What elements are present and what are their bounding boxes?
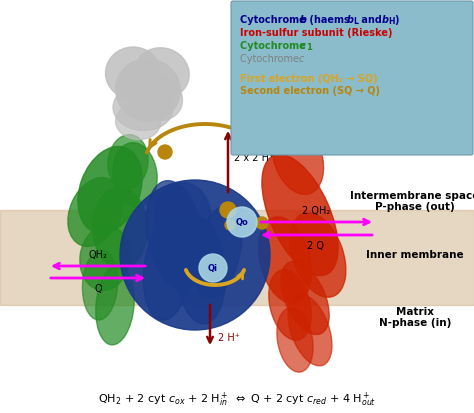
- Text: QH₂: QH₂: [89, 250, 108, 260]
- Text: Q: Q: [94, 284, 102, 294]
- Text: 2 Q: 2 Q: [308, 241, 325, 251]
- Bar: [0, 210, 474, 305]
- Text: Qi: Qi: [208, 263, 218, 273]
- Text: ): ): [394, 15, 399, 25]
- Ellipse shape: [108, 135, 148, 190]
- Text: Qo: Qo: [236, 218, 248, 226]
- Ellipse shape: [113, 85, 173, 131]
- Text: b: b: [347, 15, 354, 25]
- Text: 2 QH₂: 2 QH₂: [302, 206, 330, 216]
- Circle shape: [199, 254, 227, 282]
- FancyBboxPatch shape: [231, 1, 473, 155]
- Circle shape: [227, 207, 257, 237]
- Circle shape: [225, 220, 235, 230]
- Ellipse shape: [135, 48, 189, 98]
- Ellipse shape: [106, 47, 161, 99]
- Text: 2 H⁺: 2 H⁺: [218, 333, 240, 343]
- Text: Matrix: Matrix: [396, 307, 434, 317]
- Text: H: H: [388, 17, 394, 26]
- Ellipse shape: [155, 183, 210, 247]
- Ellipse shape: [262, 154, 338, 275]
- Text: 2 x 2 H⁺: 2 x 2 H⁺: [234, 153, 274, 163]
- Circle shape: [256, 217, 268, 229]
- Ellipse shape: [134, 76, 182, 121]
- Ellipse shape: [143, 216, 192, 320]
- Text: Cytochrome: Cytochrome: [240, 41, 309, 51]
- Circle shape: [220, 202, 236, 218]
- Ellipse shape: [146, 180, 204, 290]
- Ellipse shape: [269, 270, 311, 340]
- Ellipse shape: [288, 294, 332, 366]
- Text: Intermembrane space: Intermembrane space: [350, 191, 474, 201]
- Text: QH$_2$ + 2 cyt $c$$_{ox}$ + 2 H$^+_{in}$ $\Leftrightarrow$ Q + 2 cyt $c_{red}$ +: QH$_2$ + 2 cyt $c$$_{ox}$ + 2 H$^+_{in}$…: [98, 391, 376, 409]
- Ellipse shape: [68, 178, 122, 247]
- Circle shape: [158, 145, 172, 159]
- Ellipse shape: [116, 104, 161, 140]
- Ellipse shape: [273, 121, 324, 195]
- Text: Cytochrome: Cytochrome: [240, 15, 309, 25]
- Ellipse shape: [120, 180, 270, 330]
- Ellipse shape: [194, 205, 242, 299]
- Ellipse shape: [78, 147, 142, 233]
- Text: N-phase (in): N-phase (in): [379, 318, 451, 328]
- Ellipse shape: [281, 261, 329, 335]
- Ellipse shape: [290, 213, 346, 297]
- Text: Second electron (SQ → Q): Second electron (SQ → Q): [240, 86, 380, 97]
- Text: P-phase (out): P-phase (out): [375, 202, 455, 212]
- Text: b: b: [300, 15, 307, 25]
- Ellipse shape: [96, 265, 134, 345]
- Ellipse shape: [258, 217, 311, 303]
- Text: and: and: [358, 15, 385, 25]
- Text: First electron (QH₂ → SQ): First electron (QH₂ → SQ): [240, 74, 378, 83]
- Text: Iron-sulfur subunit (Rieske): Iron-sulfur subunit (Rieske): [240, 28, 392, 38]
- Ellipse shape: [113, 142, 157, 207]
- Text: c: c: [300, 41, 306, 51]
- Ellipse shape: [92, 187, 147, 269]
- Ellipse shape: [277, 308, 313, 372]
- Text: 1: 1: [306, 43, 312, 52]
- Ellipse shape: [116, 59, 181, 121]
- Ellipse shape: [174, 216, 225, 324]
- Ellipse shape: [80, 225, 130, 290]
- Text: c: c: [299, 54, 304, 64]
- Text: Cytochrome: Cytochrome: [240, 54, 302, 64]
- Text: b: b: [382, 15, 389, 25]
- Ellipse shape: [82, 250, 118, 320]
- Text: Inner membrane: Inner membrane: [366, 250, 464, 260]
- Text: L: L: [353, 17, 358, 26]
- Text: (haems: (haems: [306, 15, 353, 25]
